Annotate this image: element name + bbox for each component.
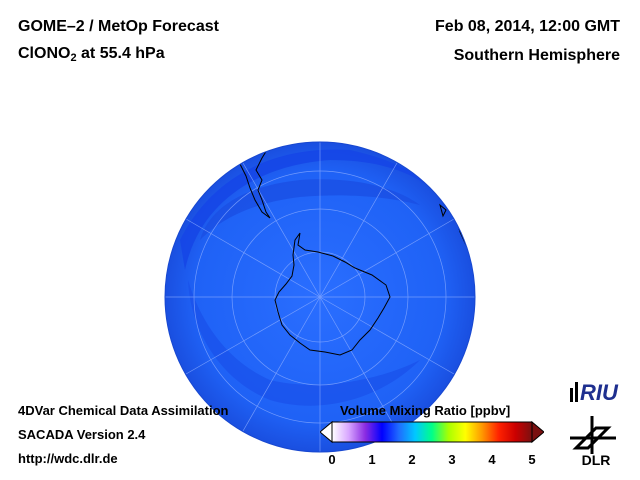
vortex-band-lower — [188, 280, 420, 406]
footer-url: http://wdc.dlr.de — [18, 451, 118, 466]
colorbar-ramp — [331, 421, 533, 443]
colorbar-arrow-left — [320, 420, 333, 444]
svg-text:RIU: RIU — [580, 380, 619, 405]
product-title: GOME–2 / MetOp Forecast — [18, 18, 219, 35]
footer-line-2: SACADA Version 2.4 — [18, 427, 146, 442]
footer-line-1: 4DVar Chemical Data Assimilation — [18, 403, 229, 418]
vortex-ring — [200, 179, 420, 240]
graticule — [165, 142, 475, 452]
colorbar-tick-label: 4 — [488, 452, 496, 467]
riu-logo: RIU — [570, 380, 619, 405]
datetime-label: Feb 08, 2014, 12:00 GMT — [435, 18, 620, 35]
colorbar-tick-label: 2 — [408, 452, 416, 467]
species-title: ClONO2 at 55.4 hPa — [18, 45, 165, 64]
colorbar-tick-label: 5 — [528, 452, 536, 467]
colorbar-tick-label: 0 — [328, 452, 336, 467]
antarctica-coastline — [274, 232, 391, 356]
region-label: Southern Hemisphere — [453, 47, 620, 64]
dlr-logo: DLR — [570, 416, 616, 468]
south-america-coastline — [221, 142, 299, 219]
svg-text:DLR: DLR — [582, 452, 611, 468]
colorbar-arrow-right — [531, 420, 544, 444]
colorbar-title: Volume Mixing Ratio [ppbv] — [340, 403, 511, 418]
colorbar-tick-label: 3 — [448, 452, 456, 467]
colorbar-tick-label: 1 — [368, 452, 376, 467]
colorbar — [320, 420, 544, 444]
